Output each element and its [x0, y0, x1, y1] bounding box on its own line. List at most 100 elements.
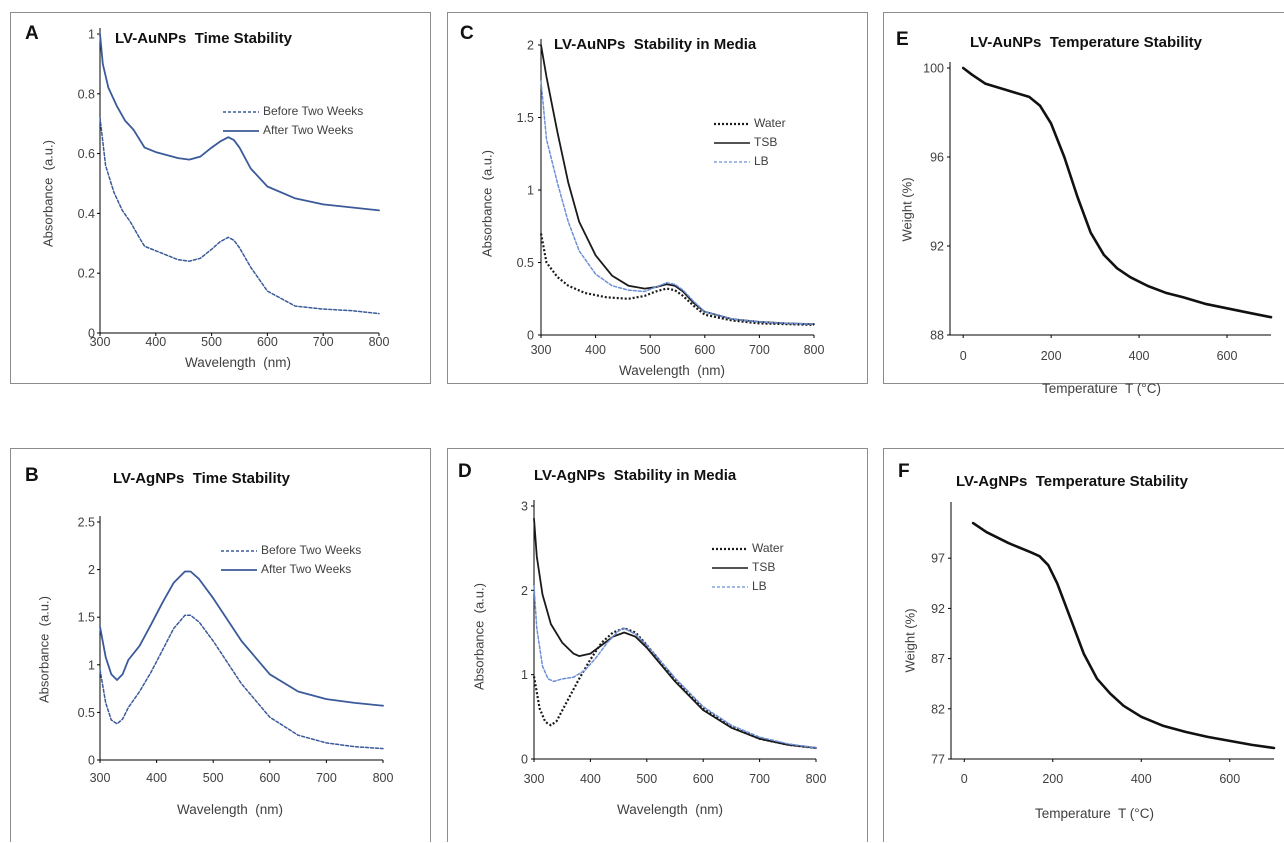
- legend-label: TSB: [754, 134, 778, 149]
- y-tick-label: 1: [521, 668, 528, 682]
- y-tick-label: 0.5: [517, 256, 534, 270]
- legend-label: After Two Weeks: [261, 561, 352, 576]
- y-axis-label: Weight (%): [899, 177, 915, 242]
- y-tick-label: 0.6: [78, 147, 95, 161]
- legend-swatch-solid: [221, 568, 257, 571]
- y-tick-label: 0: [527, 329, 534, 343]
- x-axis-label: Wavelength (nm): [185, 355, 292, 370]
- legend-label: Water: [752, 540, 784, 555]
- x-tick-label: 400: [1129, 349, 1150, 363]
- panel-e: E LV-AuNPs Temperature Stability 0 200 400…: [883, 12, 1284, 396]
- x-tick-label: 400: [1131, 772, 1152, 786]
- x-tick-label: 400: [146, 771, 167, 785]
- x-tick-label: 800: [804, 343, 825, 357]
- x-tick-label: 600: [693, 772, 714, 786]
- x-tick-label: 600: [257, 335, 278, 349]
- chart-title: LV-AuNPs Time Stability: [115, 30, 292, 47]
- legend-swatch-dashed: [714, 160, 750, 163]
- y-tick-label: 96: [930, 151, 944, 165]
- y-axis-label: Absorbance (a.u.): [479, 150, 495, 257]
- y-tick-label: 97: [931, 552, 945, 566]
- y-tick-label: 88: [930, 329, 944, 343]
- x-tick-label: 600: [694, 343, 715, 357]
- y-axis-label: Weight (%): [902, 608, 918, 673]
- y-tick-label: 0: [521, 753, 528, 767]
- x-tick-label: 200: [1042, 772, 1063, 786]
- y-tick-label: 2.5: [78, 516, 95, 530]
- x-tick-label: 500: [640, 343, 661, 357]
- x-tick-label: 700: [749, 343, 770, 357]
- chart-title: LV-AgNPs Stability in Media: [534, 467, 737, 484]
- series-line-water: [539, 233, 815, 326]
- panel-label: B: [25, 465, 39, 486]
- y-tick-label: 77: [931, 753, 945, 767]
- x-tick-label: 800: [373, 771, 394, 785]
- legend-swatch-solid: [712, 566, 748, 569]
- legend-item: TSB: [712, 557, 784, 576]
- chart-title: LV-AgNPs Temperature Stability: [956, 473, 1188, 490]
- legend-item: Before Two Weeks: [221, 540, 361, 559]
- series-line-before-two-weeks: [99, 614, 384, 750]
- x-axis-label: Wavelength (nm): [619, 363, 726, 378]
- y-axis-label: Absorbance (a.u.): [36, 596, 52, 703]
- series-line-before-two-weeks: [99, 116, 380, 315]
- legend-swatch-dotted: [714, 122, 750, 125]
- x-tick-label: 0: [961, 772, 968, 786]
- x-tick-label: 600: [1217, 349, 1238, 363]
- legend: Water TSB LB: [714, 113, 786, 170]
- chart-plot-area: 300 400 500 600 700 800 0 0.5 1 1.5 2: [517, 39, 825, 358]
- legend: Before Two Weeks After Two Weeks: [223, 101, 363, 139]
- legend-label: LB: [754, 153, 769, 168]
- y-tick-label: 1.5: [78, 611, 95, 625]
- panel-label: C: [460, 23, 474, 44]
- series-line-weight: [961, 66, 1273, 319]
- chart-title: LV-AuNPs Stability in Media: [554, 36, 757, 53]
- legend-label: Before Two Weeks: [261, 542, 362, 557]
- x-tick-label: 700: [313, 335, 334, 349]
- y-tick-label: 3: [521, 500, 528, 514]
- series-line-lb: [540, 80, 815, 325]
- y-axis-label: Absorbance (a.u.): [471, 583, 487, 690]
- x-tick-label: 800: [369, 335, 390, 349]
- series-line-lb: [533, 585, 817, 749]
- x-tick-label: 0: [960, 349, 967, 363]
- legend-label: Before Two Weeks: [263, 103, 364, 118]
- x-tick-label: 300: [524, 772, 545, 786]
- chart-plot-area: 0 200 400 600 88 92 96 100: [923, 62, 1273, 363]
- y-tick-label: 0.2: [78, 267, 95, 281]
- y-tick-label: 87: [931, 652, 945, 666]
- x-axis-label: Temperature T (°C): [1035, 806, 1154, 821]
- y-tick-label: 2: [521, 584, 528, 598]
- y-tick-label: 0.5: [78, 706, 95, 720]
- x-tick-label: 300: [90, 771, 111, 785]
- legend-swatch-dashed: [712, 585, 748, 588]
- series-line-after-two-weeks: [99, 33, 380, 212]
- legend: Before Two Weeks After Two Weeks: [221, 540, 361, 578]
- x-tick-label: 400: [145, 335, 166, 349]
- legend-label: Water: [754, 115, 786, 130]
- panel-label: F: [898, 461, 910, 482]
- chart-plot-area: 0 200 400 600 77 82 87 92 97: [931, 502, 1276, 786]
- x-tick-label: 200: [1041, 349, 1062, 363]
- panel-a: A LV-AuNPs Time Stability 300 400 500 600 70…: [10, 12, 431, 384]
- legend-item: LB: [714, 151, 786, 170]
- x-tick-label: 300: [531, 343, 552, 357]
- y-tick-label: 1: [527, 184, 534, 198]
- panel-b: B LV-AgNPs Time Stability 300 400 500 600 70…: [10, 448, 431, 842]
- legend-item: Water: [712, 538, 784, 557]
- x-tick-label: 600: [259, 771, 280, 785]
- x-tick-label: 800: [806, 772, 827, 786]
- legend-item: After Two Weeks: [223, 120, 363, 139]
- x-tick-label: 400: [580, 772, 601, 786]
- panel-label: E: [896, 29, 909, 50]
- x-axis-label: Temperature T (°C): [1042, 381, 1161, 396]
- y-tick-label: 1: [88, 658, 95, 672]
- x-tick-label: 500: [636, 772, 657, 786]
- legend-label: LB: [752, 578, 767, 593]
- y-tick-label: 82: [931, 702, 945, 716]
- legend-swatch-dashed: [221, 549, 257, 552]
- y-axis-label: Absorbance (a.u.): [40, 140, 56, 247]
- x-tick-label: 400: [585, 343, 606, 357]
- x-tick-label: 700: [316, 771, 337, 785]
- series-line-tsb: [540, 44, 815, 326]
